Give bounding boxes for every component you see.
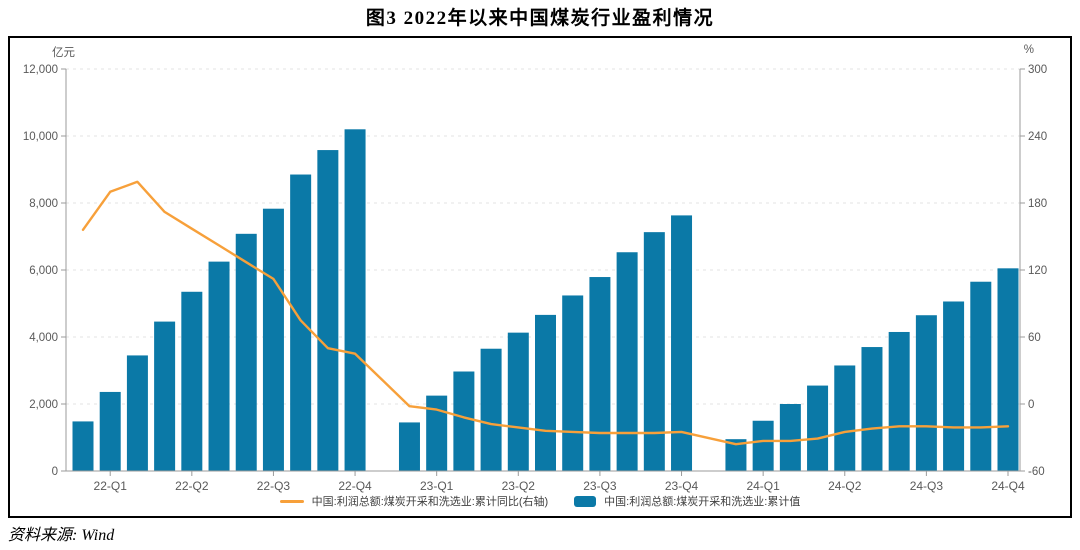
bar: [317, 150, 339, 471]
bar: [126, 355, 148, 471]
bar: [99, 391, 121, 471]
bar: [507, 332, 529, 471]
bar: [970, 281, 992, 471]
bar: [834, 365, 856, 471]
bar-series-marker-icon: [574, 495, 597, 507]
x-axis-tick-label: 22-Q2: [175, 479, 209, 493]
right-axis-unit-label: %: [1023, 44, 1034, 56]
y-axis-right-tick-label: 120: [1028, 265, 1047, 277]
y-axis-left-tick-label: 8,000: [29, 198, 58, 210]
bar: [861, 347, 883, 471]
source-note: 资料来源: Wind: [8, 527, 115, 544]
bar: [426, 395, 448, 471]
line-series: [81, 180, 1010, 446]
y-axis-right-tick-label: 180: [1028, 198, 1047, 210]
legend: 中国:利润总额:煤炭开采和洗选业:累计同比(右轴) 中国:利润总额:煤炭开采和洗…: [10, 493, 1070, 509]
y-axis-right-tick-label: 60: [1028, 332, 1041, 344]
y-axis-right-tick-label: -60: [1028, 466, 1045, 478]
bar: [616, 252, 638, 471]
legend-item-line: 中国:利润总额:煤炭开采和洗选业:累计同比(右轴): [279, 493, 549, 509]
legend-label-line: 中国:利润总额:煤炭开采和洗选业:累计同比(右轴): [311, 496, 549, 508]
x-axis-tick-label: 24-Q2: [828, 479, 862, 493]
bar: [154, 321, 176, 471]
bar: [943, 301, 965, 471]
bar: [997, 268, 1019, 471]
bar: [915, 315, 937, 471]
y-axis-left-tick-label: 4,000: [29, 332, 58, 344]
bar: [752, 420, 774, 471]
left-axis-unit-label: 亿元: [52, 47, 75, 59]
bar: [480, 348, 502, 471]
x-axis-tick-label: 23-Q4: [665, 479, 699, 493]
legend-label-bar: 中国:利润总额:煤炭开采和洗选业:累计值: [604, 496, 801, 508]
bar: [535, 314, 556, 471]
bar: [888, 331, 910, 471]
bar: [671, 215, 693, 471]
legend-item-bar: 中国:利润总额:煤炭开采和洗选业:累计值: [574, 493, 800, 509]
bar: [589, 277, 611, 471]
bar: [779, 404, 801, 471]
x-axis-tick-label: 23-Q2: [502, 479, 536, 493]
x-axis-tick-label: 23-Q1: [420, 479, 454, 493]
y-axis-left-tick-label: 12,000: [23, 64, 58, 76]
y-axis-right-tick-label: 0: [1028, 399, 1034, 411]
y-axis-left-tick-label: 10,000: [23, 131, 58, 143]
bar: [398, 422, 420, 471]
bar: [725, 439, 747, 471]
bar: [453, 371, 475, 471]
line-series-marker-icon: [279, 499, 304, 503]
bar: [181, 291, 203, 471]
bar: [262, 208, 284, 471]
bar: [643, 232, 665, 471]
x-axis-tick-label: 24-Q4: [991, 479, 1025, 493]
chart-canvas: 12,000 10,000 8,000 6,000 4,000 2,000 0 300 240 1…: [23, 64, 1047, 493]
y-axis-right-tick-label: 240: [1028, 131, 1047, 143]
x-axis-tick-label: 22-Q4: [338, 479, 372, 493]
x-axis-tick-label: 24-Q1: [746, 479, 780, 493]
y-axis-left-tick-label: 0: [52, 466, 58, 478]
bar: [807, 385, 829, 471]
x-axis-tick-label: 24-Q3: [910, 479, 944, 493]
chart-box: 12,000 10,000 8,000 6,000 4,000 2,000 0 300 240 1…: [8, 36, 1072, 518]
bar: [235, 233, 257, 471]
y-axis-left-tick-label: 2,000: [29, 399, 58, 411]
bar: [72, 421, 94, 471]
y-axis-left-tick-label: 6,000: [29, 265, 58, 277]
x-axis-tick-label: 22-Q3: [257, 479, 291, 493]
bar: [344, 129, 366, 472]
x-axis-tick-label: 22-Q1: [94, 479, 128, 493]
bar: [562, 295, 584, 471]
bar: [208, 261, 230, 471]
figure-title: 图3 2022年以来中国煤炭行业盈利情况: [365, 8, 715, 29]
x-axis-tick-label: 23-Q3: [583, 479, 617, 493]
bar: [290, 174, 312, 471]
y-axis-right-tick-label: 300: [1028, 64, 1047, 76]
